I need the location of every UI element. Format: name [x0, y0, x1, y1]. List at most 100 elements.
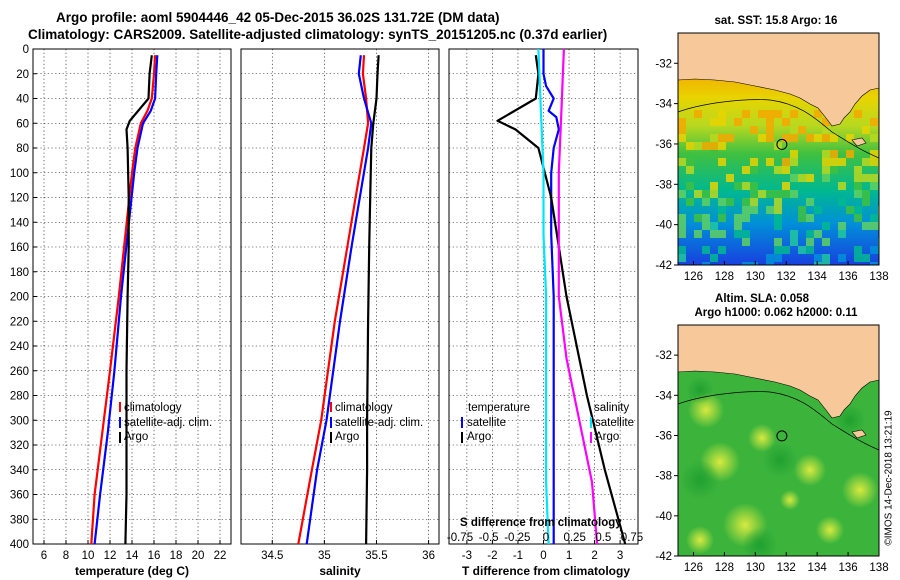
s-axis-tick-label: -0.5	[479, 532, 499, 544]
sst-cell	[774, 254, 782, 262]
lon-tick-label: 132	[777, 271, 796, 283]
sst-cell	[798, 246, 806, 254]
sst-cell	[822, 262, 830, 265]
x-tick-label: 0	[540, 550, 546, 562]
sst-cell	[694, 110, 702, 118]
sst-cell	[774, 206, 782, 214]
sst-cell	[830, 150, 838, 158]
lon-tick-label: 132	[777, 562, 796, 574]
sst-cell	[710, 254, 718, 262]
legend-label-t-argo: Argo	[467, 431, 491, 443]
page-subtitle: Climatology: CARS2009. Satellite-adjuste…	[28, 27, 608, 42]
sst-cell	[790, 158, 798, 166]
sst-cell	[854, 246, 862, 254]
sst-cell	[870, 118, 878, 126]
legend-label-argo: Argo	[335, 431, 359, 443]
sst-cell	[758, 190, 766, 198]
x-tick-label: 12	[104, 550, 117, 562]
sst-cell	[862, 174, 870, 182]
s-axis-tick-label: 0.75	[621, 532, 643, 544]
sst-cell	[678, 254, 686, 262]
shelf-contour	[678, 391, 879, 451]
lat-tick-label: -34	[655, 99, 672, 111]
sst-cell	[710, 118, 718, 126]
sst-cell	[782, 190, 790, 198]
sst-cell	[758, 110, 766, 118]
sla-low-patch	[762, 442, 798, 478]
series-line-satellite-adj-clim	[305, 55, 373, 545]
x-tick-label: 18	[170, 550, 183, 562]
sst-cell	[678, 190, 686, 198]
sst-cell	[718, 206, 726, 214]
lon-tick-label: 138	[869, 562, 888, 574]
sst-map-lat-axis: -32 -34 -36 -38 -40 -42	[655, 58, 678, 272]
shelf-contour	[678, 99, 879, 159]
sst-cell	[830, 134, 838, 142]
lon-tick-label: 128	[715, 562, 734, 574]
series-line-s-satellite	[537, 48, 550, 545]
y-tick-label: 300	[10, 415, 29, 427]
x-tick-label: 1	[566, 550, 572, 562]
y-tick-label: 380	[10, 514, 29, 526]
legend-label-argo: Argo	[124, 431, 148, 443]
temperature-gridlines	[33, 48, 231, 545]
x-tick-label: 8	[63, 550, 69, 562]
s-difference-axis-label: S difference from climatology	[460, 517, 622, 529]
argo-float-marker	[776, 138, 788, 150]
sst-cell	[790, 126, 798, 134]
y-tick-label: 80	[16, 143, 29, 155]
sst-cell	[782, 182, 790, 190]
sst-cell	[870, 214, 878, 222]
sst-cell	[854, 190, 862, 198]
sst-cell	[870, 262, 878, 265]
sst-cell	[702, 198, 710, 206]
difference-panel: -3 -2 -1 0 1 2 3 temperature satellite Argo sa…	[447, 48, 643, 578]
series-line-t-argo	[496, 55, 627, 545]
sst-cell	[774, 222, 782, 230]
sst-cell	[854, 174, 862, 182]
sst-cell	[742, 166, 750, 174]
sst-cell	[742, 214, 750, 222]
sla-map-frame	[677, 324, 880, 557]
sst-cell	[710, 142, 718, 150]
salinity-profiles	[297, 55, 380, 545]
sst-cell	[790, 110, 798, 118]
sst-cell	[726, 134, 734, 142]
sst-cell	[758, 134, 766, 142]
sst-cell	[718, 198, 726, 206]
series-line-argo	[124, 55, 153, 545]
sst-cell	[862, 198, 870, 206]
sst-map-image	[678, 33, 879, 265]
sst-cell	[806, 230, 814, 238]
s-axis-tick-label: -0.25	[504, 532, 530, 544]
sst-cell	[742, 206, 750, 214]
sst-cell	[838, 222, 846, 230]
sst-cell	[846, 134, 854, 142]
sla-anomaly-patches	[680, 376, 878, 556]
sst-cell	[822, 166, 830, 174]
sst-cell	[854, 254, 862, 262]
sst-cell	[814, 230, 822, 238]
imos-timestamp: ©IMOS 14-Dec-2018 13:21:19	[883, 410, 895, 546]
lon-tick-label: 134	[808, 271, 828, 283]
sst-cell	[710, 134, 718, 142]
series-line-s-argo	[557, 48, 599, 545]
temperature-x-axis: 6 8 10 12 14 16 18 20 22	[41, 540, 226, 562]
sst-cell	[686, 182, 694, 190]
legend-heading-salinity: salinity	[594, 402, 629, 414]
sst-cell	[870, 158, 878, 166]
sla-high-patch	[816, 516, 844, 544]
sla-high-patch	[780, 490, 800, 510]
sst-cell	[870, 134, 878, 142]
y-tick-label: 240	[10, 341, 29, 353]
sla-high-patch	[686, 526, 714, 554]
lat-tick-label: -32	[655, 58, 672, 70]
sst-cell	[718, 246, 726, 254]
sst-cell	[742, 198, 750, 206]
argo-float-marker	[776, 430, 788, 442]
y-tick-label: 40	[16, 94, 29, 106]
sst-cell	[750, 182, 758, 190]
sst-cell	[766, 262, 774, 265]
sst-cell	[822, 134, 830, 142]
